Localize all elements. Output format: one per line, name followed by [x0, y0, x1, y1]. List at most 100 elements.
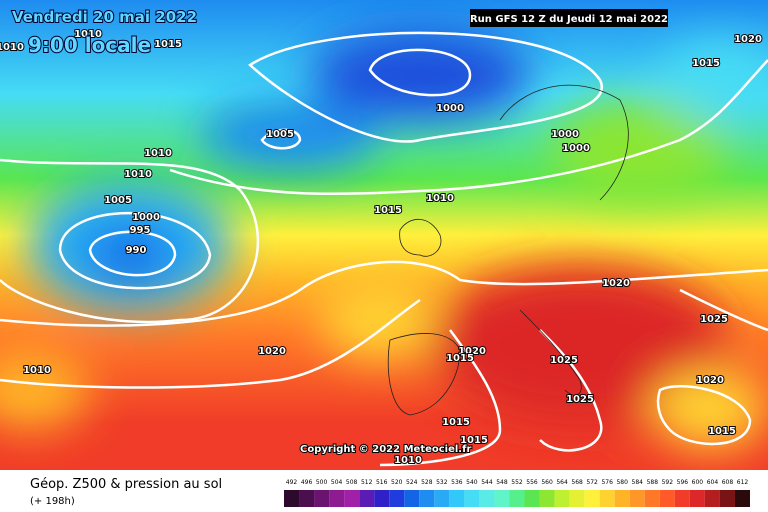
scale-label: 516	[376, 479, 388, 486]
scale-swatch	[434, 490, 450, 507]
isobar-label: 1010	[74, 29, 102, 40]
scale-label: 504	[331, 479, 343, 486]
scale-swatch	[509, 490, 525, 507]
scale-label: 548	[496, 479, 508, 486]
scale-label: 560	[541, 479, 553, 486]
scale-swatch	[359, 490, 375, 507]
isobar-label: 1010	[23, 365, 51, 376]
scale-swatch	[614, 490, 630, 507]
isobar-label: 1005	[104, 195, 132, 206]
run-box	[470, 9, 668, 27]
field	[0, 0, 768, 470]
scale-label: 492	[286, 479, 298, 486]
isobar-label: 1020	[258, 346, 286, 357]
isobar-label: 1015	[374, 205, 402, 216]
isobar-label: 1010	[144, 148, 172, 159]
scale-swatch	[689, 490, 705, 507]
scale-label: 500	[316, 479, 328, 486]
run: Run GFS 12 Z du Jeudi 12 mai 2022	[470, 14, 668, 25]
scale-swatch	[404, 490, 420, 507]
scale-label: 508	[346, 479, 358, 486]
time: 9:00 locale	[28, 33, 151, 57]
scale-swatch	[284, 490, 300, 507]
scale-label: 528	[421, 479, 433, 486]
isobar-label: 1015	[708, 426, 736, 437]
scale-label: 576	[601, 479, 613, 486]
copyright: Copyright © 2022 Meteociel.fr	[300, 444, 471, 455]
isobar-label: 1015	[692, 58, 720, 69]
scale-label: 600	[692, 479, 704, 486]
scale-label: 520	[391, 479, 403, 486]
isobar-label: 1020	[696, 375, 724, 386]
scale-swatch	[674, 490, 690, 507]
scale-swatch	[734, 490, 750, 507]
scale-swatch	[494, 490, 510, 507]
isobar-label: 1000	[436, 103, 464, 114]
isobar-label: 1025	[550, 355, 578, 366]
legend-subtitle: (+ 198h)	[30, 496, 75, 507]
isobar-label: 1015	[154, 39, 182, 50]
scale-swatch	[599, 490, 615, 507]
isobar-labels: 1010101510101015102010001005101010101000…	[0, 28, 763, 467]
scale-label: 496	[301, 479, 313, 486]
coastlines	[387, 84, 629, 416]
scale-label: 512	[361, 479, 373, 486]
scale-label: 544	[481, 479, 493, 486]
scale-swatch	[629, 490, 645, 507]
scale-swatch	[524, 490, 540, 507]
isobar-label: 1000	[132, 212, 160, 223]
isobar-label: 1005	[266, 129, 294, 140]
scale-swatch	[299, 490, 315, 507]
scale-label: 584	[632, 479, 644, 486]
isobar-label: 1000	[551, 129, 579, 140]
scale-swatch	[644, 490, 660, 507]
scale-label: 568	[571, 479, 583, 486]
scale-swatch	[584, 490, 600, 507]
isobar-label: 1020	[734, 34, 762, 45]
isobar-label: 1015	[442, 417, 470, 428]
scale-swatch	[449, 490, 465, 507]
isobar-label: 1000	[562, 143, 590, 154]
scale-label: 608	[722, 479, 734, 486]
scale-label: 572	[586, 479, 598, 486]
scale-label: 536	[451, 479, 463, 486]
isobar-label: 1010	[394, 455, 422, 466]
isobar-label: 1025	[566, 394, 594, 405]
scale-swatch	[554, 490, 570, 507]
scale-label: 564	[556, 479, 568, 486]
isobar-label: 1010	[0, 42, 24, 53]
scale-swatch	[569, 490, 585, 507]
scale-label: 604	[707, 479, 719, 486]
scale-swatch	[464, 490, 480, 507]
scale-swatch	[479, 490, 495, 507]
color-scale: 492 496 500 504 508 512 516 520 524 528 532 536 540 5…	[284, 479, 750, 507]
isobar-label: 990	[126, 245, 147, 256]
isobar-label: 1010	[124, 169, 152, 180]
scale-swatch	[389, 490, 405, 507]
scale-swatch	[314, 490, 330, 507]
scale-label: 612	[737, 479, 749, 486]
scale-label: 588	[647, 479, 659, 486]
date: Vendredi 20 mai 2022	[12, 8, 197, 26]
isobar-label: 995	[130, 225, 151, 236]
isobar-label: 1025	[700, 314, 728, 325]
scale-swatch	[539, 490, 555, 507]
scale-label: 532	[436, 479, 448, 486]
scale-swatch	[374, 490, 390, 507]
scale-swatch	[704, 490, 720, 507]
legend-title: Géop. Z500 & pression au sol	[30, 477, 222, 492]
scale-label: 556	[526, 479, 538, 486]
scale-label: 552	[511, 479, 523, 486]
scale-label: 580	[616, 479, 628, 486]
scale-swatch	[719, 490, 735, 507]
isobar-label: 1015	[460, 435, 488, 446]
isobar-label: 1010	[426, 193, 454, 204]
isobar-label: 1015	[446, 353, 474, 364]
scale-swatch	[344, 490, 360, 507]
scale-label: 540	[466, 479, 478, 486]
scale-swatch	[419, 490, 435, 507]
scale-swatch	[329, 490, 345, 507]
scale-label: 596	[677, 479, 689, 486]
